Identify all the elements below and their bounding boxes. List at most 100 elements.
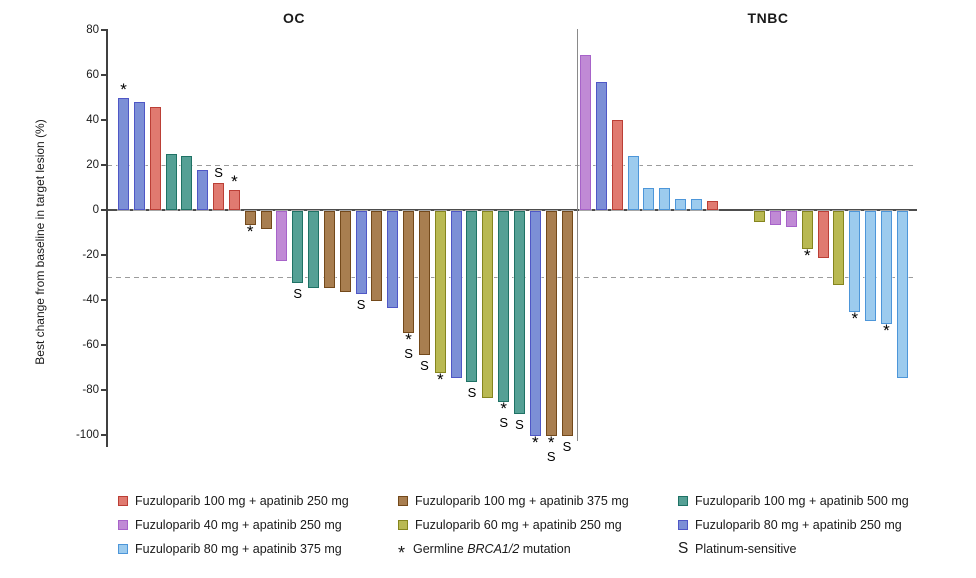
y-tick-mark (101, 254, 106, 256)
bar (418, 211, 430, 355)
y-tick-label: 20 (86, 159, 99, 171)
bar (690, 198, 702, 210)
platinum-sensitive-mark: S (404, 345, 413, 361)
y-tick-mark (101, 344, 106, 346)
bar (149, 106, 161, 210)
y-tick-mark (101, 209, 106, 211)
bar (785, 211, 797, 227)
bar (529, 211, 541, 436)
y-tick-label: 0 (92, 204, 99, 216)
legend-label: Fuzuloparib 100 mg + apatinib 500 mg (695, 494, 909, 508)
legend-swatch (398, 520, 408, 530)
bar (339, 211, 351, 292)
platinum-sensitive-mark: S (515, 416, 524, 432)
bar (643, 187, 655, 210)
germline-brca-mark: * (246, 221, 254, 241)
bar (833, 211, 845, 286)
bar (849, 211, 861, 313)
legend-label: Fuzuloparib 60 mg + apatinib 250 mg (415, 518, 622, 532)
bar (561, 211, 573, 436)
legend-label: Fuzuloparib 80 mg + apatinib 375 mg (135, 542, 342, 556)
y-tick-mark (101, 389, 106, 391)
legend-item: Fuzuloparib 100 mg + apatinib 250 mg (118, 494, 349, 508)
bar (228, 189, 240, 210)
bar (611, 120, 623, 210)
platinum-sensitive-mark: S (293, 286, 303, 301)
y-tick-label: 40 (86, 114, 99, 126)
bar (514, 211, 525, 414)
bar (627, 156, 639, 210)
germline-brca-mark: * (851, 309, 859, 329)
bar (880, 211, 892, 324)
legend-swatch (118, 520, 128, 530)
legend-label-part: mutation (519, 542, 571, 556)
bar (213, 183, 225, 210)
y-tick-mark (101, 74, 106, 76)
legend-item: * Germline BRCA1/2 mutation (398, 542, 571, 563)
bar (276, 211, 288, 261)
bar (770, 211, 782, 225)
legend-label-part: BRCA1/2 (467, 542, 520, 556)
bar (323, 211, 335, 288)
bar (498, 211, 510, 403)
bar (801, 211, 813, 250)
bar (466, 211, 478, 382)
y-tick-label: -20 (82, 249, 99, 261)
germline-brca-mark: * (436, 370, 444, 389)
platinum-sensitive-mark: S (562, 439, 572, 454)
bar (197, 169, 209, 210)
legend-item: Fuzuloparib 100 mg + apatinib 375 mg (398, 494, 629, 508)
zero-baseline (107, 209, 917, 211)
legend-item: Fuzuloparib 60 mg + apatinib 250 mg (398, 518, 622, 532)
legend-label: Fuzuloparib 100 mg + apatinib 375 mg (415, 494, 629, 508)
reference-line-20 (107, 164, 917, 166)
y-tick-mark (101, 434, 106, 436)
bar (659, 187, 671, 210)
platinum-sensitive-mark: S (420, 358, 429, 373)
legend-label: Fuzuloparib 40 mg + apatinib 250 mg (135, 518, 342, 532)
y-tick-label: 80 (86, 24, 99, 36)
bar (580, 54, 591, 210)
y-axis-line (106, 29, 108, 447)
bar (355, 211, 367, 295)
bar (896, 211, 908, 378)
bar (754, 211, 766, 223)
reference-line--30 (107, 277, 917, 278)
y-tick-mark (101, 164, 106, 166)
germline-brca-mark: * (532, 433, 539, 452)
germline-brca-mark: * (405, 329, 412, 349)
legend-swatch (118, 496, 128, 506)
y-tick-label: -40 (82, 294, 99, 306)
germline-brca-legend-symbol: * (398, 543, 406, 563)
platinum-sensitive-mark: S (499, 415, 508, 431)
bar (706, 201, 718, 210)
germline-brca-mark: * (500, 399, 507, 419)
legend-label: Platinum-sensitive (695, 542, 797, 556)
germline-brca-mark: * (883, 320, 890, 340)
bar (545, 211, 557, 436)
y-tick-mark (101, 29, 106, 31)
y-tick-label: -60 (82, 339, 99, 351)
bar (450, 211, 462, 378)
germline-brca-mark: * (231, 171, 238, 191)
germline-brca-mark: * (803, 246, 811, 266)
bar (817, 211, 829, 259)
bar (118, 97, 129, 210)
platinum-sensitive-mark: S (356, 297, 366, 313)
legend-item: Fuzuloparib 40 mg + apatinib 250 mg (118, 518, 342, 532)
legend-item: Fuzuloparib 80 mg + apatinib 375 mg (118, 542, 342, 556)
bar (371, 211, 383, 301)
y-tick-label: -80 (82, 384, 99, 396)
bar (308, 211, 320, 288)
bar (292, 211, 304, 283)
bar (244, 211, 256, 225)
bar (260, 211, 272, 229)
germline-brca-mark: * (547, 433, 555, 452)
bar (865, 211, 877, 322)
y-tick-mark (101, 119, 106, 121)
group-title-tnbc: TNBC (747, 10, 789, 26)
group-separator (576, 29, 578, 441)
